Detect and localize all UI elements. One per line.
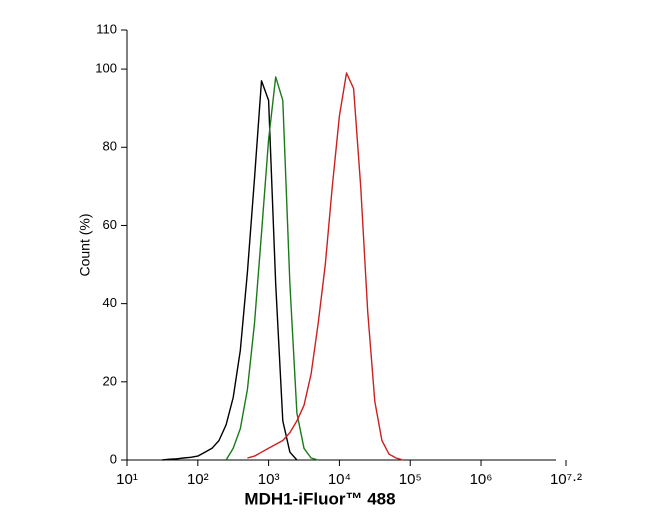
y-tick-label: 20 <box>103 373 117 388</box>
x-tick-label: 10⁶ <box>470 471 493 488</box>
x-axis-label: MDH1-iFluor™ 488 <box>244 489 395 508</box>
series-line <box>247 72 404 461</box>
series-line <box>162 80 298 461</box>
series-line <box>225 76 319 461</box>
y-tick-label: 100 <box>95 61 117 76</box>
y-tick-label: 80 <box>103 139 117 154</box>
x-tick-label: 10² <box>187 471 209 488</box>
y-tick-label: 40 <box>103 295 117 310</box>
y-tick-label: 110 <box>96 21 117 36</box>
y-tick-label: 60 <box>103 217 117 232</box>
y-tick-label: 0 <box>110 451 117 466</box>
x-tick-label: 10⁷·² <box>550 471 582 488</box>
y-axis-label: Count (%) <box>77 213 93 276</box>
x-tick-label: 10⁵ <box>399 471 422 488</box>
x-tick-label: 10¹ <box>116 471 138 488</box>
x-tick-label: 10³ <box>258 471 280 488</box>
x-tick-label: 10⁴ <box>328 471 351 488</box>
